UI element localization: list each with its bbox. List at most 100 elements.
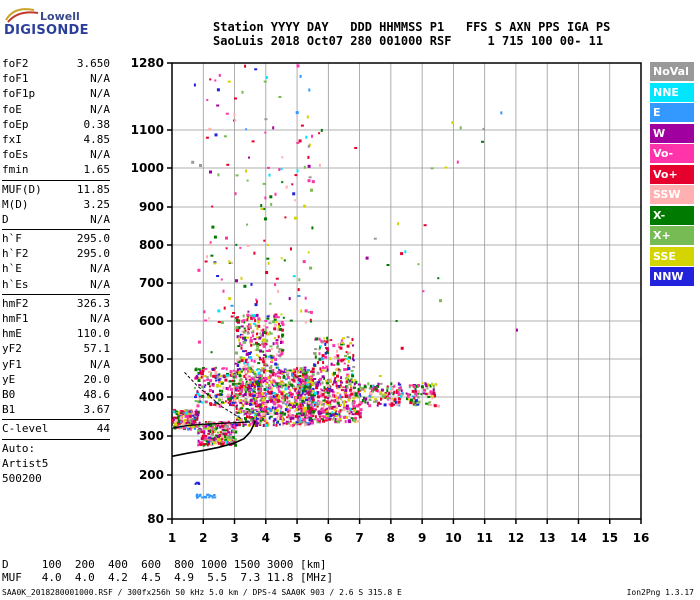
- echo-point: [308, 389, 310, 392]
- echo-point: [352, 354, 355, 357]
- echo-point: [330, 362, 333, 366]
- echo-point: [318, 337, 321, 341]
- echo-point: [352, 390, 356, 394]
- echo-point: [347, 360, 350, 363]
- echo-point: [241, 90, 244, 94]
- echo-point: [281, 334, 284, 338]
- echo-point: [277, 404, 281, 408]
- echo-point: [240, 368, 244, 372]
- echo-point: [197, 377, 201, 380]
- echo-point: [338, 368, 340, 371]
- echo-point: [337, 379, 341, 382]
- echo-point: [319, 377, 322, 381]
- echo-point: [303, 375, 307, 379]
- echo-point: [214, 442, 218, 445]
- echo-point: [296, 418, 300, 422]
- echo-point: [294, 396, 298, 399]
- echo-point: [359, 408, 363, 412]
- echo-point: [177, 415, 180, 418]
- echo-point: [312, 408, 316, 410]
- electron-density-profile-line: [171, 420, 256, 458]
- echo-point: [241, 334, 245, 338]
- echo-point: [239, 378, 243, 382]
- echo-point: [254, 68, 258, 71]
- echo-point: [311, 405, 314, 408]
- echo-point: [215, 404, 218, 408]
- echo-point: [240, 344, 243, 347]
- echo-point: [234, 397, 237, 400]
- echo-point: [318, 380, 321, 384]
- echo-point: [368, 399, 372, 401]
- echo-point: [301, 399, 305, 403]
- echo-point: [285, 403, 288, 406]
- echo-point: [251, 421, 254, 425]
- echo-point: [199, 429, 202, 432]
- echo-point: [261, 404, 264, 408]
- echo-point: [209, 424, 213, 428]
- param-name: Auto:: [2, 441, 36, 455]
- param-value: N/A: [90, 262, 110, 276]
- echo-point: [393, 403, 396, 406]
- echo-point: [310, 394, 314, 397]
- echo-point: [187, 427, 189, 431]
- echo-point: [321, 354, 325, 358]
- echo-point: [321, 381, 324, 385]
- echo-point: [211, 368, 215, 371]
- echo-point: [284, 378, 288, 381]
- echo-point: [182, 411, 185, 414]
- echo-point: [177, 424, 181, 427]
- echo-point: [247, 375, 251, 378]
- echo-point: [318, 163, 321, 167]
- echo-point: [235, 383, 238, 386]
- echo-point: [234, 192, 237, 196]
- echo-point: [277, 328, 279, 332]
- echo-point: [262, 417, 264, 421]
- echo-point: [236, 329, 239, 332]
- echo-point: [272, 126, 275, 130]
- echo-point: [328, 418, 331, 421]
- echo-point: [304, 320, 307, 324]
- echo-point: [311, 373, 315, 377]
- echo-point: [226, 372, 229, 375]
- echo-point: [374, 398, 378, 401]
- echo-point: [245, 420, 249, 423]
- echo-point: [320, 339, 323, 343]
- echo-point: [278, 96, 282, 98]
- echo-point: [341, 400, 344, 404]
- echo-point: [417, 263, 420, 266]
- echo-point: [305, 374, 308, 377]
- echo-point: [322, 419, 326, 423]
- echo-point: [254, 373, 257, 377]
- echo-point: [265, 350, 269, 352]
- echo-point: [311, 367, 315, 371]
- echo-point: [378, 375, 382, 377]
- echo-point: [302, 406, 305, 410]
- echo-point: [354, 416, 358, 419]
- echo-point: [262, 402, 266, 405]
- echo-point: [220, 374, 222, 377]
- echo-point: [199, 400, 202, 403]
- echo-point: [241, 381, 244, 384]
- echo-point: [257, 387, 260, 390]
- echo-point: [262, 328, 265, 332]
- echo-point: [291, 183, 294, 186]
- echo-point: [326, 392, 330, 395]
- echo-point: [263, 376, 267, 380]
- echo-point: [206, 255, 209, 259]
- echo-point: [330, 389, 334, 392]
- echo-point: [333, 414, 337, 418]
- echo-point: [416, 396, 420, 399]
- param-name: h`E: [2, 262, 22, 276]
- echo-point: [268, 322, 272, 325]
- echo-point: [272, 355, 275, 359]
- echo-point: [347, 407, 350, 411]
- echo-point: [264, 369, 267, 372]
- echo-point: [383, 393, 387, 396]
- echo-point: [212, 385, 215, 387]
- echo-point: [325, 380, 328, 382]
- param-row: h`E N/A: [2, 262, 110, 277]
- echo-point: [278, 389, 281, 393]
- echo-point: [340, 389, 344, 392]
- echo-point: [264, 118, 268, 121]
- echo-point: [325, 410, 328, 413]
